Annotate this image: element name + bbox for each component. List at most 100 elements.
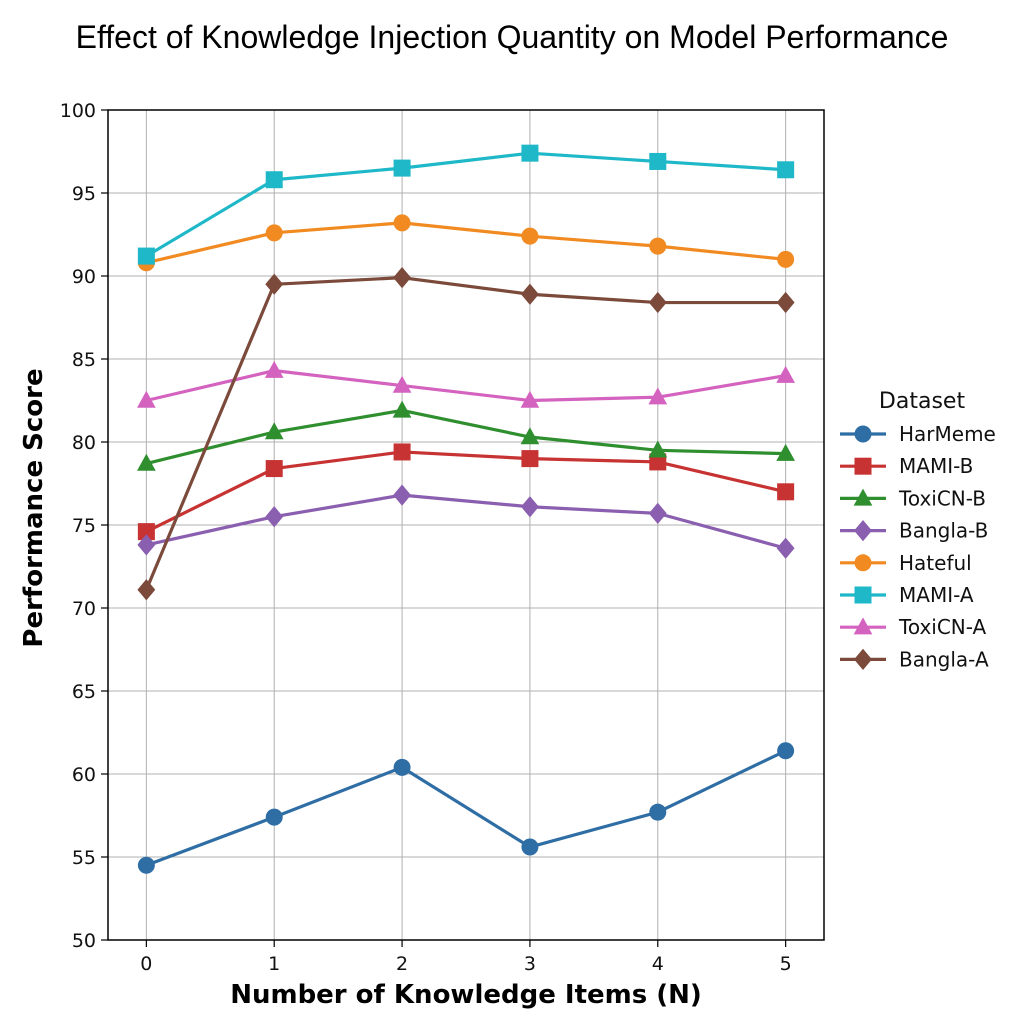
legend: Dataset HarMeme MAMI-B ToxiCN-B Bangla-B Hat…	[840, 389, 996, 671]
legend-item-hateful: Hateful	[840, 551, 972, 575]
legend-label: ToxiCN-B	[898, 486, 986, 510]
x-tick-label: 4	[652, 953, 664, 975]
data-point-mami-b	[777, 483, 795, 501]
legend-marker	[854, 648, 872, 671]
series-toxicn-a	[137, 360, 795, 408]
data-point-hateful	[777, 250, 795, 268]
grid	[108, 109, 824, 941]
y-tick-label: 75	[72, 515, 96, 537]
chart-title: Effect of Knowledge Injection Quantity o…	[76, 19, 949, 55]
data-point-mami-a	[265, 171, 283, 189]
data-point-toxicn-b	[392, 400, 412, 418]
series-bangla-b	[137, 484, 795, 559]
data-point-harmeme	[777, 742, 795, 760]
series-group	[137, 144, 795, 874]
y-tick-label: 100	[60, 100, 96, 122]
legend-item-mami-a: MAMI-A	[840, 583, 974, 607]
legend-marker	[853, 488, 873, 506]
data-point-hateful	[649, 237, 667, 255]
series-line-toxicn-a	[145, 369, 786, 403]
data-point-harmeme	[137, 856, 155, 874]
legend-item-toxicn-b: ToxiCN-B	[840, 486, 986, 510]
legend-label: Hateful	[899, 551, 972, 575]
data-point-mami-b	[521, 450, 539, 468]
series-toxicn-b	[137, 400, 795, 471]
y-tick-label: 65	[72, 681, 96, 703]
data-point-toxicn-b	[137, 453, 156, 471]
x-tick-label: 2	[396, 953, 408, 975]
legend-item-bangla-a: Bangla-A	[840, 647, 989, 671]
x-tick-label: 3	[524, 953, 536, 975]
data-point-mami-a	[521, 144, 539, 162]
data-point-mami-a	[777, 161, 795, 179]
series-line-bangla-b	[146, 493, 787, 550]
y-tick-label: 50	[72, 930, 96, 952]
series-bangla-a	[137, 267, 795, 601]
data-point-toxicn-a	[264, 360, 284, 378]
data-point-bangla-a	[776, 291, 795, 314]
y-axis-label: Performance Score	[19, 368, 49, 647]
legend-label: HarMeme	[899, 422, 996, 446]
data-point-hateful	[265, 224, 283, 242]
x-tick-label: 5	[780, 953, 792, 975]
data-point-mami-a	[393, 159, 411, 177]
data-point-toxicn-b	[264, 422, 284, 440]
legend-item-mami-b: MAMI-B	[840, 454, 973, 478]
data-point-harmeme	[649, 803, 667, 821]
legend-label: Bangla-B	[899, 519, 988, 543]
data-point-toxicn-a	[137, 390, 156, 408]
legend-marker	[854, 554, 872, 572]
series-line-harmeme	[145, 749, 787, 867]
data-point-mami-b	[649, 453, 667, 471]
data-point-mami-a	[137, 247, 155, 265]
data-point-toxicn-a	[776, 365, 795, 383]
legend-marker	[854, 457, 872, 475]
series-hateful	[137, 214, 795, 272]
legend-marker	[854, 586, 872, 604]
series-line-toxicn-b	[145, 408, 786, 466]
legend-marker	[853, 617, 873, 635]
data-point-mami-b	[137, 523, 155, 541]
data-point-bangla-b	[521, 496, 539, 518]
legend-marker	[854, 425, 872, 443]
legend-marker	[854, 519, 872, 542]
data-point-toxicn-a	[648, 387, 668, 405]
series-line-mami-a	[145, 151, 786, 258]
data-point-bangla-b	[137, 534, 156, 556]
data-point-toxicn-a	[520, 390, 540, 408]
x-tick-label: 0	[140, 953, 152, 975]
legend-label: MAMI-B	[899, 454, 973, 478]
legend-item-bangla-b: Bangla-B	[840, 519, 988, 543]
series-harmeme	[137, 742, 795, 874]
legend-title: Dataset	[879, 389, 966, 414]
y-tick-label: 85	[72, 349, 96, 371]
data-point-bangla-a	[393, 267, 411, 289]
data-point-bangla-b	[393, 484, 411, 506]
data-point-mami-b	[393, 443, 411, 461]
y-tick-label: 90	[72, 266, 96, 288]
series-line-mami-b	[145, 450, 787, 534]
legend-label: ToxiCN-A	[898, 615, 987, 639]
series-mami-b	[137, 443, 795, 541]
data-point-bangla-a	[648, 291, 667, 314]
legend-label: MAMI-A	[899, 583, 974, 607]
data-point-mami-b	[265, 460, 283, 478]
data-point-bangla-b	[776, 537, 795, 559]
y-tick-label: 95	[72, 183, 96, 205]
data-point-hateful	[393, 214, 411, 232]
data-point-harmeme	[265, 808, 283, 826]
y-tick-label: 80	[72, 432, 96, 454]
data-point-toxicn-b	[776, 443, 795, 461]
data-point-harmeme	[393, 758, 411, 776]
y-tick-label: 60	[72, 764, 96, 786]
data-point-bangla-b	[648, 502, 667, 525]
legend-item-harmeme: HarMeme	[840, 422, 996, 446]
y-tick-label: 70	[72, 598, 96, 620]
data-point-toxicn-b	[520, 427, 540, 445]
series-mami-a	[137, 144, 795, 265]
series-line-hateful	[145, 221, 786, 265]
data-point-toxicn-b	[648, 440, 668, 458]
x-tick-label: 1	[268, 953, 280, 975]
